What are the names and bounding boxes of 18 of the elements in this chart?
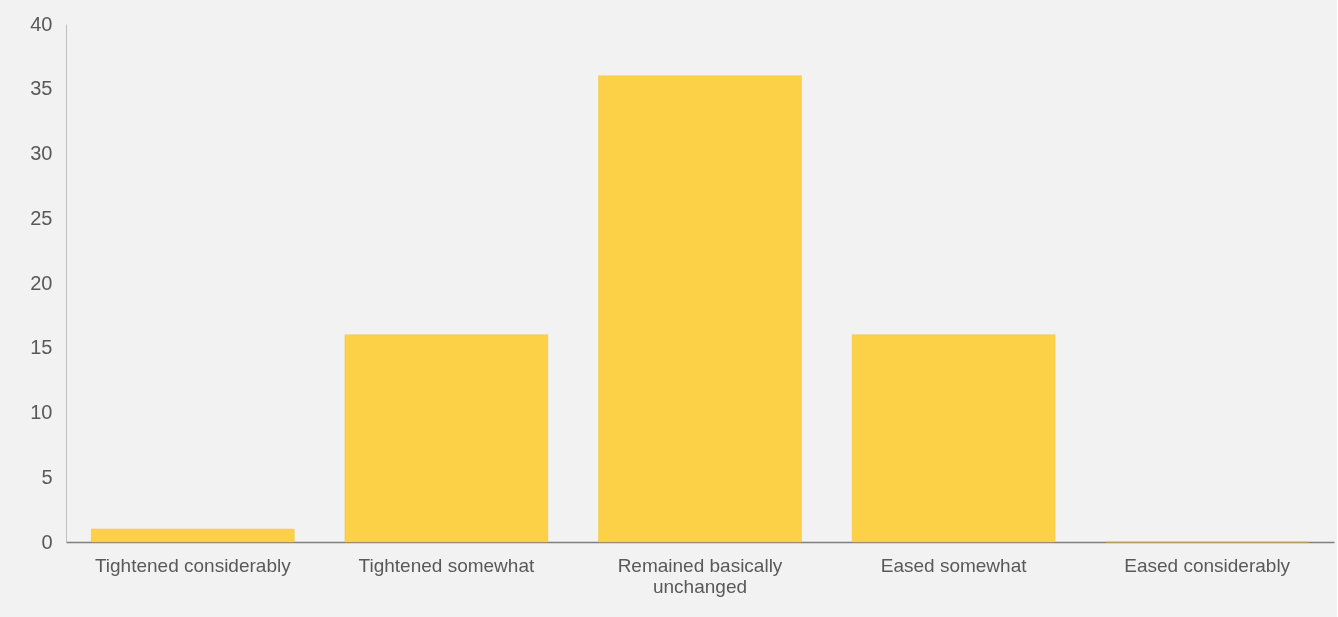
x-tick-label: Remained basically unchanged [617, 554, 783, 597]
y-tick-label: 35 [30, 77, 53, 100]
bar [344, 334, 549, 543]
y-tick-label: 25 [30, 206, 53, 229]
y-tick-label: 30 [30, 142, 53, 164]
y-tick-label: 10 [30, 401, 53, 423]
x-tick-label: Tightened considerably [94, 554, 292, 576]
x-tick-label: Eased considerably [1124, 554, 1291, 576]
bar [851, 334, 1056, 543]
bar [598, 75, 802, 543]
y-tick-label: 20 [30, 271, 53, 294]
bar [91, 528, 295, 543]
y-tick-label: 40 [30, 12, 53, 35]
x-tick-label: Eased somewhat [880, 554, 1028, 576]
y-tick-label: 5 [41, 465, 53, 488]
x-tick-label: Tightened somewhat [358, 554, 535, 576]
y-tick-label: 0 [41, 530, 53, 553]
y-tick-label: 15 [30, 336, 53, 359]
